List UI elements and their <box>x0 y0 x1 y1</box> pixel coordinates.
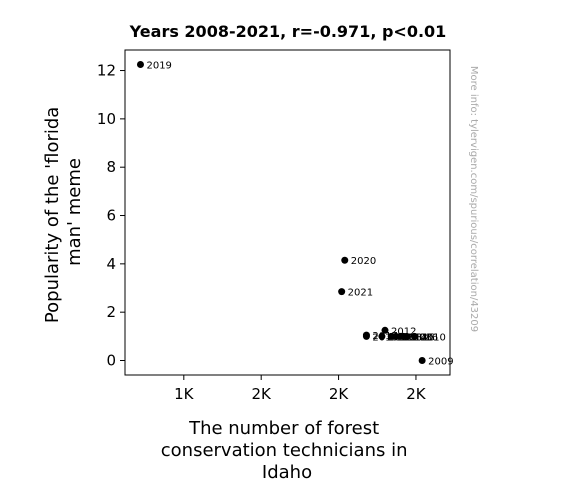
x-tick-label: 1K <box>174 385 195 403</box>
data-point-2014 <box>392 332 400 340</box>
data-point-label-2020: 2020 <box>351 256 376 267</box>
source-watermark: More info: tylervigen.com/spurious/corre… <box>468 66 479 332</box>
data-points: 2008200920102011201220132014201520162017… <box>136 60 454 368</box>
y-tick-label: 2 <box>106 303 116 321</box>
data-point-2016 <box>403 332 411 340</box>
y-axis-label: Popularity of the 'florida man' meme <box>42 101 85 323</box>
y-axis-label-line-1: Popularity of the 'florida <box>42 107 63 323</box>
data-point-label-2014: 2014 <box>402 332 427 343</box>
data-point-2018 <box>362 332 370 340</box>
y-tick-label: 12 <box>97 62 116 80</box>
y-tick-label: 8 <box>106 158 116 176</box>
chart-title: Years 2008-2021, r=-0.971, p<0.01 <box>129 22 447 41</box>
plot-area-frame <box>124 49 451 376</box>
data-point-label-2018: 2018 <box>372 332 397 343</box>
data-point-label-2019: 2019 <box>146 60 171 71</box>
data-point-2011 <box>378 332 386 340</box>
x-axis-label-line-2: conservation technicians in <box>161 440 408 461</box>
x-axis-label-line-1: The number of forest <box>188 418 379 439</box>
y-tick-label: 6 <box>106 207 116 225</box>
x-tick-label: 2K <box>251 385 272 403</box>
x-axis-label-line-3: Idaho <box>262 462 312 483</box>
data-point-2009 <box>418 357 426 365</box>
y-tick-label: 10 <box>97 110 116 128</box>
y-axis-ticks: 0 2 4 6 8 10 12 <box>97 62 125 370</box>
x-axis-ticks: 1K 2K 2K 2K <box>174 375 427 403</box>
data-point-label-2021: 2021 <box>348 288 373 299</box>
y-tick-label: 4 <box>106 255 116 273</box>
x-tick-label: 2K <box>329 385 350 403</box>
data-point-2012 <box>381 326 389 334</box>
y-axis-label-line-2: man' meme <box>64 158 85 266</box>
data-point-2021 <box>338 288 346 296</box>
y-tick-label: 0 <box>106 352 116 370</box>
data-point-label-2015: 2015 <box>410 332 435 343</box>
data-point-label-2010: 2010 <box>420 332 445 343</box>
data-point-label-2008: 2008 <box>406 332 431 343</box>
data-point-label-2016: 2016 <box>413 332 438 343</box>
data-point-2010 <box>410 332 418 340</box>
x-tick-label: 2K <box>406 385 427 403</box>
x-axis-label: The number of forest conservation techni… <box>161 418 413 483</box>
data-point-2019 <box>136 60 144 68</box>
data-point-2020 <box>341 256 349 264</box>
data-point-label-2013: 2013 <box>397 332 422 343</box>
data-point-label-2009: 2009 <box>428 357 453 368</box>
data-point-label-2017: 2017 <box>372 331 397 342</box>
data-point-label-2012: 2012 <box>391 326 416 337</box>
